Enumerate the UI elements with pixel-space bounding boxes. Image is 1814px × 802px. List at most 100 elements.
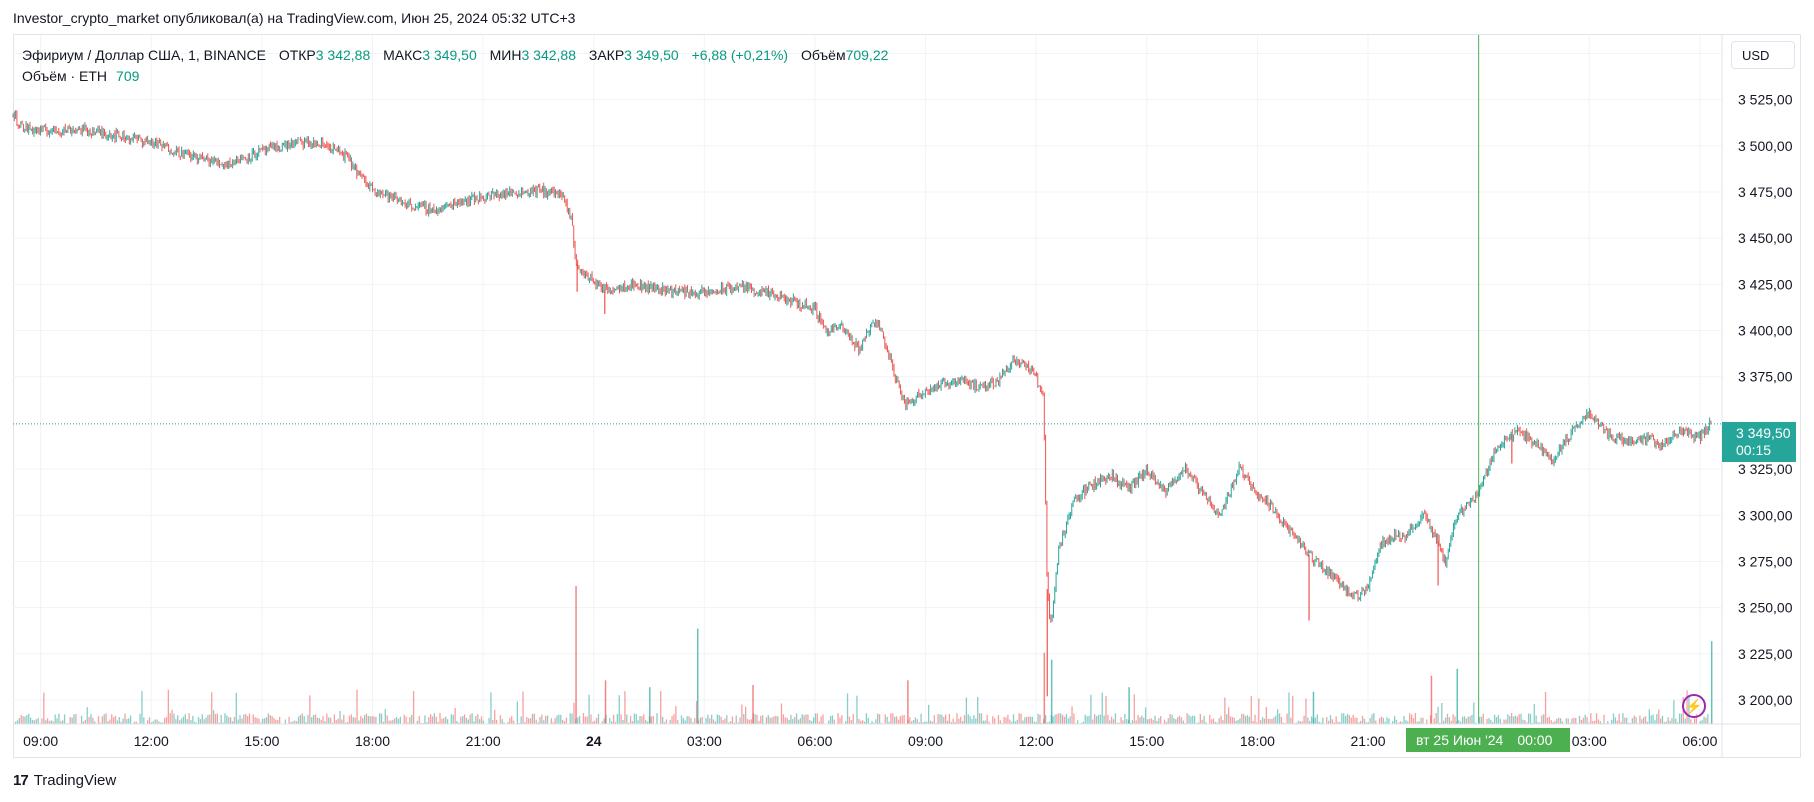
volume-bar [309, 695, 311, 724]
volume-bar [1129, 722, 1132, 724]
volume-bar [1243, 714, 1245, 724]
volume-bar [1269, 718, 1271, 724]
volume-bar [1327, 720, 1330, 724]
volume-bar [294, 720, 296, 724]
x-tick-label: 12:00 [1019, 733, 1054, 749]
volume-bar [320, 719, 322, 724]
volume-bar [1639, 715, 1641, 724]
volume-bar [337, 718, 339, 724]
volume-bar [524, 722, 526, 724]
volume-bar [1386, 717, 1388, 724]
volume-spike [907, 680, 909, 724]
volume-bar [1448, 717, 1451, 724]
volume-bar [1122, 720, 1124, 724]
volume-bar [1088, 715, 1090, 724]
volume-bar [328, 717, 330, 724]
brand-name: TradingView [33, 772, 117, 789]
x-tick-label: 21:00 [466, 733, 501, 749]
volume-bar [628, 722, 630, 724]
volume-bar [1337, 721, 1339, 724]
volume-bar [565, 717, 568, 724]
volume-spike [1050, 659, 1053, 724]
y-tick-label: 3 375,00 [1738, 369, 1793, 385]
volume-bar [1027, 716, 1030, 724]
volume-bar [1044, 714, 1047, 724]
volume-bar [1258, 698, 1260, 724]
volume-bar [299, 714, 302, 724]
x-tick-label: 18:00 [355, 733, 390, 749]
volume-bar [173, 713, 175, 724]
volume-bar [1573, 717, 1575, 724]
volume-bar [50, 720, 53, 724]
volume-bar [726, 715, 728, 724]
volume-bar [811, 721, 813, 724]
volume-bar [1265, 707, 1268, 724]
volume-bar [1197, 722, 1200, 724]
volume-study-label[interactable]: Объём · ETH [22, 68, 108, 84]
volume-bar [775, 715, 777, 724]
volume-bar [841, 715, 843, 724]
volume-bar [803, 715, 805, 724]
volume-bar [1461, 716, 1464, 724]
volume-bar [663, 722, 666, 724]
volume-bar [297, 716, 300, 724]
volume-bar [1084, 714, 1086, 724]
volume-bar [1397, 722, 1400, 724]
volume-bar [1580, 719, 1583, 724]
volume-bar [943, 716, 945, 724]
volume-bar [458, 722, 460, 724]
volume-bar [1503, 719, 1505, 724]
brand[interactable]: 17 TradingView [13, 772, 116, 789]
volume-bar [571, 713, 573, 724]
volume-bar [1665, 721, 1667, 724]
volume-bar [211, 692, 213, 724]
volume-bar [469, 714, 471, 724]
volume-bar [795, 713, 798, 724]
volume-bar [652, 715, 654, 724]
volume-bar [1473, 702, 1475, 724]
volume-bar [1373, 712, 1375, 724]
volume-bar [350, 714, 353, 724]
y-tick-label: 3 450,00 [1738, 230, 1793, 246]
volume-bar [1322, 717, 1324, 724]
volume-bar [1026, 716, 1028, 724]
volume-bar [680, 715, 683, 724]
volume-bar [1005, 717, 1007, 724]
volume-bar [426, 722, 428, 724]
volume-bar [656, 713, 658, 724]
x-tick-label: 15:00 [244, 733, 279, 749]
volume-bar [1469, 716, 1471, 724]
volume-bar [646, 721, 649, 724]
volume-bar [690, 718, 692, 724]
volume-bar [563, 721, 566, 724]
legend-symbol[interactable]: Эфириум / Доллар США, 1, BINANCE [22, 47, 266, 63]
volume-bar [186, 719, 188, 724]
currency-button[interactable]: USD [1731, 41, 1795, 69]
volume-bar [16, 720, 19, 724]
volume-bar [1331, 719, 1334, 724]
volume-bar [1229, 716, 1232, 724]
volume-bar [637, 720, 639, 724]
legend-volume-label: Объём [800, 47, 846, 63]
legend-main-row: Эфириум / Доллар США, 1, BINANCE ОТКР3 3… [22, 45, 897, 66]
volume-bar [743, 713, 745, 724]
volume-bar [911, 721, 913, 724]
volume-bar [748, 719, 751, 724]
volume-bar [418, 716, 420, 724]
volume-bar [850, 720, 852, 724]
volume-bar [616, 713, 619, 724]
volume-bar [394, 718, 396, 724]
volume-bar [1486, 718, 1488, 724]
volume-bar [1186, 713, 1188, 724]
volume-bar [509, 717, 511, 724]
volume-bar [1626, 717, 1628, 724]
volume-bar [329, 717, 332, 724]
volume-bar [992, 716, 994, 724]
volume-bar [156, 719, 158, 724]
volume-bar [63, 714, 66, 724]
volume-bar [1301, 721, 1303, 724]
lightning-icon[interactable]: ⚡ [1682, 694, 1706, 718]
volume-bar [1009, 719, 1011, 724]
volume-bar [1367, 722, 1369, 724]
